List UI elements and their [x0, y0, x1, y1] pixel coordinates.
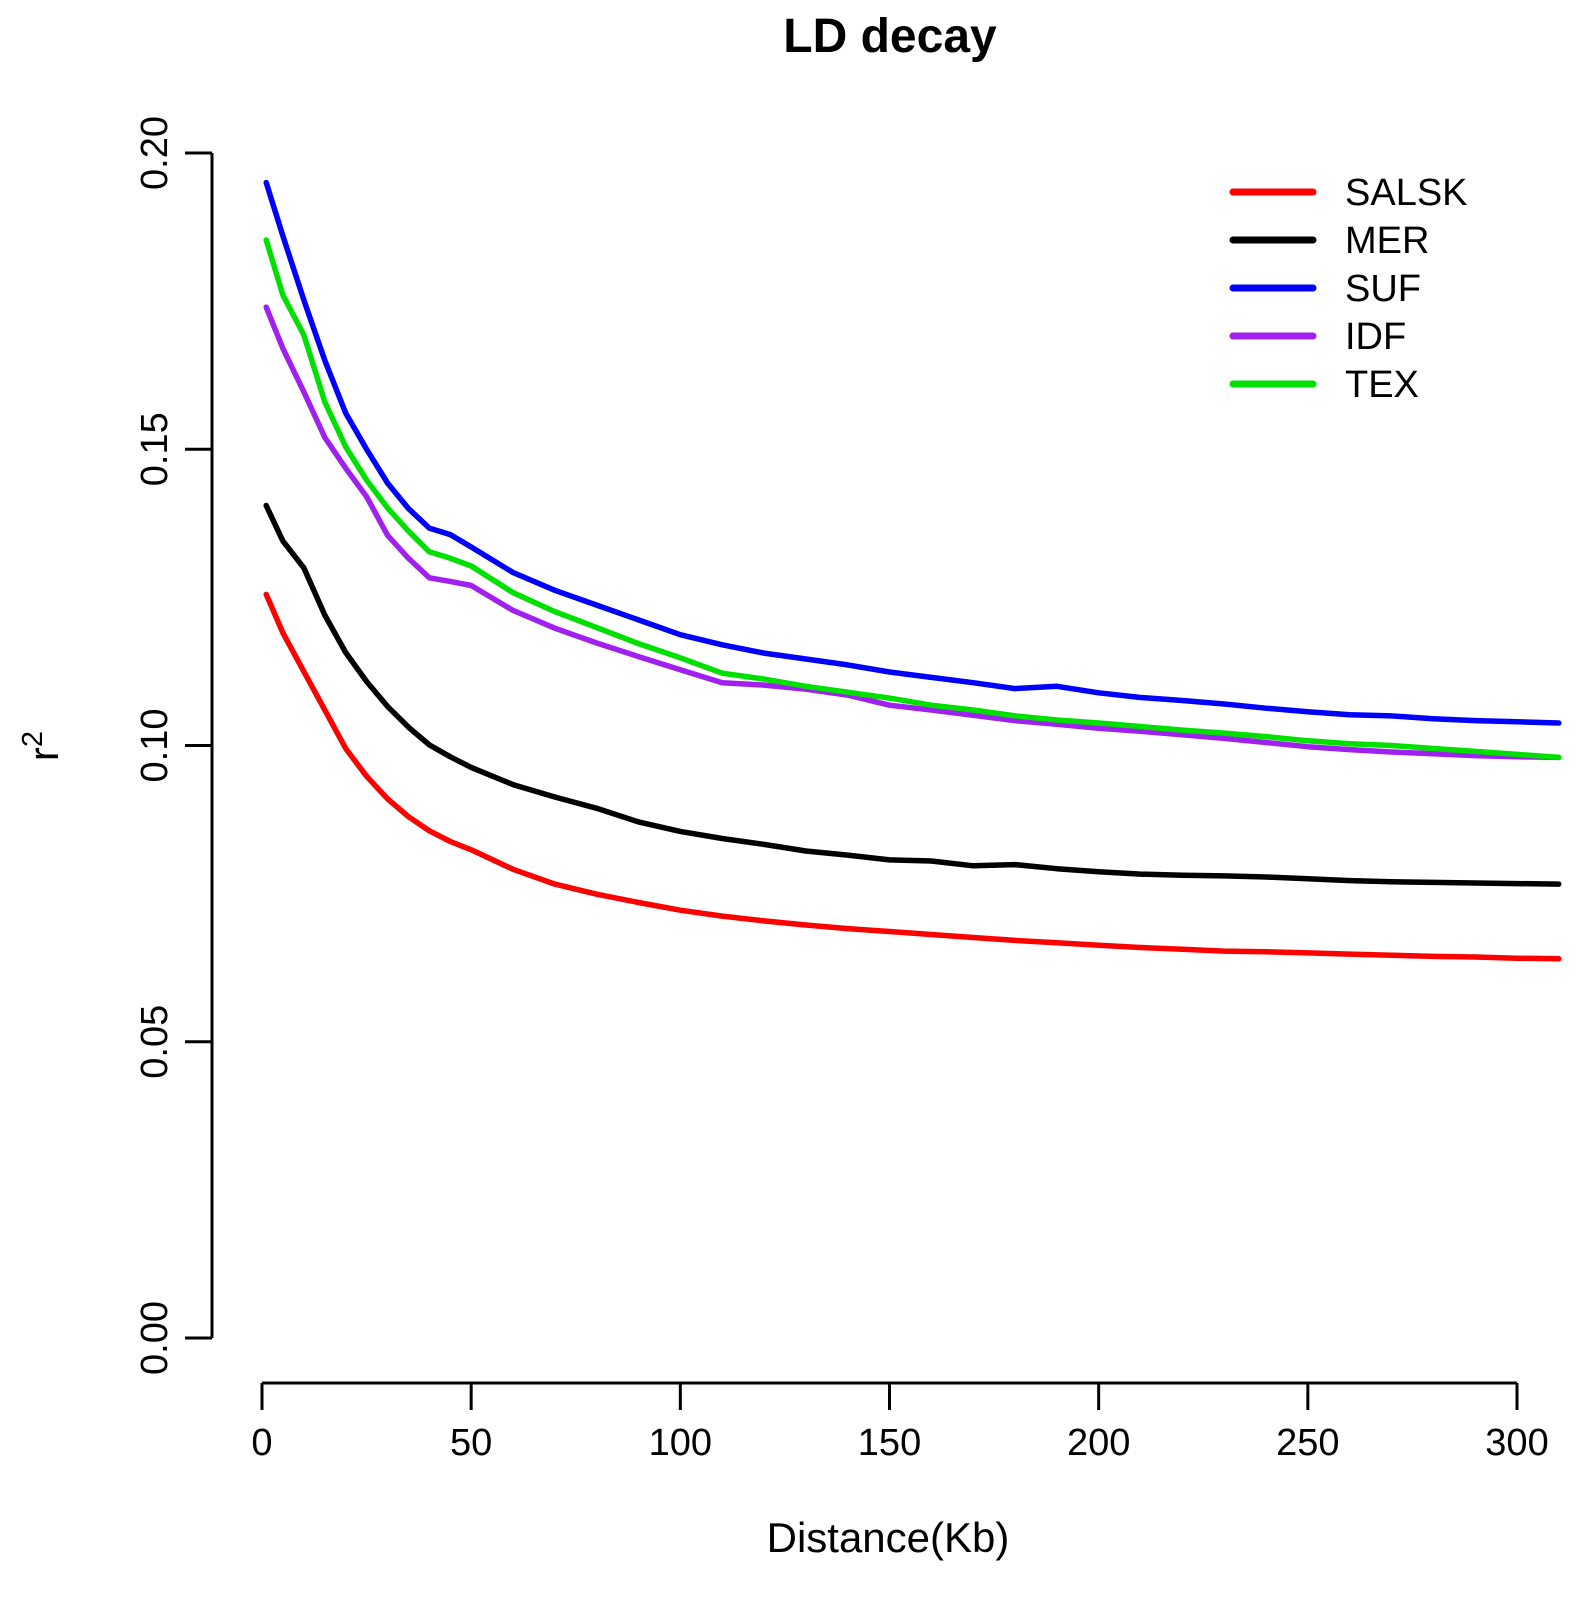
x-axis-title: Distance(Kb)	[767, 1514, 1010, 1561]
legend: SALSK MER SUF IDF TEX	[1229, 172, 1468, 406]
y-axis-title: r2	[17, 731, 67, 761]
y-tick-label: 0.15	[134, 412, 176, 486]
y-axis: 0.00 0.05 0.10 0.15 0.20	[134, 116, 214, 1375]
x-axis: 0 50 100 150 200 250 300	[251, 1381, 1549, 1464]
legend-label: MER	[1345, 220, 1429, 262]
legend-item-tex: TEX	[1229, 364, 1419, 406]
legend-item-suf: SUF	[1229, 268, 1421, 310]
x-tick-label: 0	[251, 1422, 272, 1464]
y-tick-label: 0.05	[134, 1005, 176, 1079]
legend-item-idf: IDF	[1229, 316, 1406, 358]
y-tick-label: 0.10	[134, 709, 176, 783]
series-line-salsk	[263, 591, 1562, 962]
x-tick-label: 300	[1485, 1422, 1548, 1464]
series-lines	[263, 179, 1562, 962]
series-line-suf	[263, 179, 1562, 726]
series-line-mer	[263, 502, 1562, 887]
legend-item-mer: MER	[1229, 220, 1429, 262]
legend-label: SALSK	[1345, 172, 1468, 214]
chart-title: LD decay	[783, 10, 997, 63]
y-tick-label: 0.00	[134, 1301, 176, 1375]
x-tick-label: 200	[1067, 1422, 1130, 1464]
legend-item-salsk: SALSK	[1229, 172, 1468, 214]
x-tick-label: 100	[649, 1422, 712, 1464]
x-tick-label: 250	[1276, 1422, 1339, 1464]
series-line-tex	[263, 237, 1562, 761]
x-tick-label: 150	[858, 1422, 921, 1464]
y-tick-label: 0.20	[134, 116, 176, 190]
x-tick-label: 50	[450, 1422, 492, 1464]
legend-label: SUF	[1345, 268, 1421, 310]
legend-label: IDF	[1345, 316, 1406, 358]
series-line-idf	[263, 304, 1562, 761]
legend-label: TEX	[1345, 364, 1419, 406]
